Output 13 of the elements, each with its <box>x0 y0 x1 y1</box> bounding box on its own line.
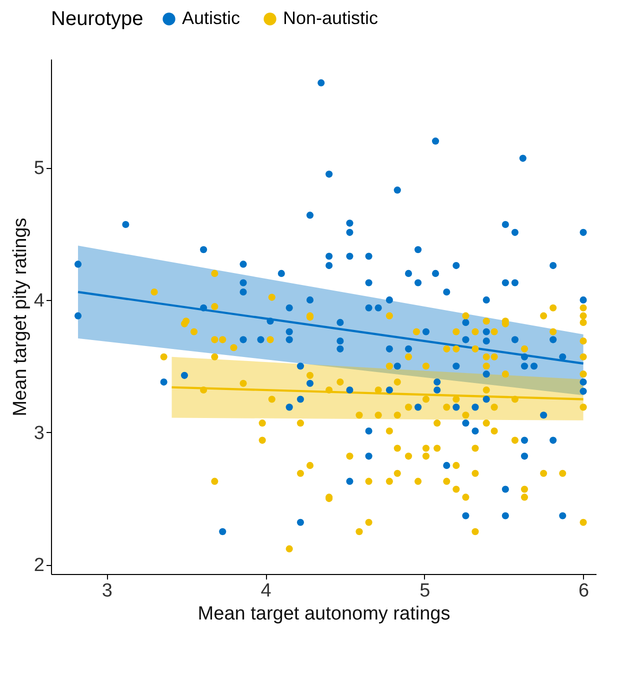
legend-label: Non-autistic <box>283 8 378 28</box>
y-tick-label: 4 <box>34 290 45 312</box>
y-tick-label: 5 <box>34 158 44 180</box>
x-tick-label: 5 <box>420 580 430 602</box>
legend-title: Neurotype <box>51 8 144 30</box>
x-axis-title: Mean target autonomy ratings <box>198 604 450 624</box>
y-tick-label: 2 <box>34 555 44 576</box>
x-tick-label: 3 <box>102 580 112 602</box>
x-tick-label: 6 <box>578 580 590 602</box>
legend-label: Autistic <box>182 8 240 28</box>
x-tick-label: 4 <box>260 580 272 602</box>
y-axis-title: Mean target pity ratings <box>10 218 31 416</box>
y-tick-label: 3 <box>34 422 44 444</box>
